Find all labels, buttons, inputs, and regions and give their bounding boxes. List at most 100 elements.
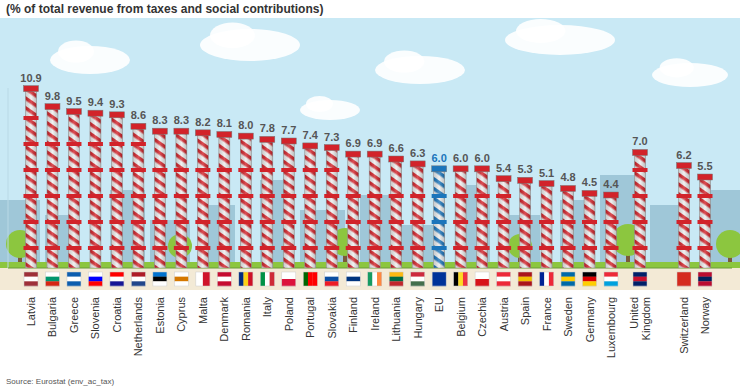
flag [389, 277, 403, 282]
flag [131, 277, 145, 282]
collar [24, 168, 39, 172]
flag [549, 272, 554, 286]
bar-shade [606, 196, 617, 268]
flag [174, 277, 188, 282]
data-label: 9.5 [66, 95, 81, 107]
cap [260, 136, 275, 142]
flag [174, 272, 188, 277]
cap [131, 123, 146, 129]
collar [582, 220, 597, 224]
cap [561, 185, 576, 191]
flag-border [389, 272, 403, 286]
data-label: 6.3 [410, 147, 425, 159]
label-line: Kingdom [640, 297, 652, 343]
flag [346, 281, 360, 286]
page-bg [0, 0, 740, 389]
flag [389, 272, 403, 277]
collar [633, 194, 648, 198]
cap [66, 109, 81, 115]
cloud [516, 19, 566, 43]
data-label: 8.1 [217, 117, 232, 129]
flag [497, 272, 511, 277]
flag [174, 281, 188, 286]
collar [45, 220, 60, 224]
flag [308, 272, 313, 286]
cloud [58, 40, 94, 62]
flag [698, 281, 712, 286]
collar [66, 220, 81, 224]
flag [239, 272, 244, 286]
flag [45, 272, 59, 277]
flag [518, 272, 532, 277]
collar [109, 194, 124, 198]
cap [281, 138, 296, 144]
collar [109, 246, 124, 250]
collar [45, 168, 60, 172]
flag [561, 277, 575, 282]
collar [174, 246, 189, 250]
cap [303, 143, 318, 149]
collar [367, 220, 382, 224]
flag-border [88, 272, 102, 286]
category-label: Slovenia [89, 296, 101, 339]
collar [24, 220, 39, 224]
flag [604, 281, 618, 286]
bar [90, 114, 101, 268]
collar [432, 194, 447, 198]
category-label: Romania [240, 296, 252, 341]
data-label: 7.0 [632, 135, 647, 147]
collar [45, 246, 60, 250]
flag-border [475, 272, 489, 286]
category-label: Luxembourg [605, 297, 617, 358]
category-label: Austria [498, 296, 510, 331]
category-label: Czechia [476, 296, 488, 337]
flag-border [325, 272, 339, 286]
collar [432, 246, 447, 250]
flag-border [260, 272, 274, 286]
category-label: Italy [261, 297, 273, 318]
collar [195, 168, 210, 172]
collar [109, 220, 124, 224]
collar [217, 220, 232, 224]
cloud [306, 96, 333, 112]
collar [604, 246, 619, 250]
collar [24, 116, 39, 120]
flag [677, 272, 691, 286]
flag [698, 277, 712, 282]
flag [88, 281, 102, 286]
flag-border [540, 272, 554, 286]
bar [434, 170, 445, 268]
flag [24, 281, 38, 286]
flag [217, 281, 231, 286]
bar [412, 165, 423, 268]
bar [68, 113, 79, 268]
collar [88, 142, 103, 146]
collar [217, 168, 232, 172]
cap [238, 133, 253, 139]
data-label: 6.0 [453, 152, 468, 164]
collar [281, 194, 296, 198]
bar-shade [369, 155, 380, 268]
collar [238, 220, 253, 224]
flag [325, 272, 339, 277]
collar [633, 168, 648, 172]
flag [389, 281, 403, 286]
flag [110, 272, 124, 277]
collar [88, 194, 103, 198]
flag-border [497, 272, 511, 286]
flag-border [633, 272, 647, 286]
data-label: 5.5 [697, 160, 712, 172]
collar [281, 220, 296, 224]
collar [677, 246, 692, 250]
flag [583, 272, 597, 277]
data-label: 6.6 [389, 142, 404, 154]
flag-border [368, 272, 382, 286]
collar [539, 220, 554, 224]
flag [372, 272, 377, 286]
category-label: Hungary [412, 297, 424, 339]
data-label: 7.4 [303, 129, 319, 141]
collar [66, 168, 81, 172]
data-label: 5.4 [496, 162, 512, 174]
flag [270, 272, 275, 286]
flag-border [196, 272, 210, 286]
